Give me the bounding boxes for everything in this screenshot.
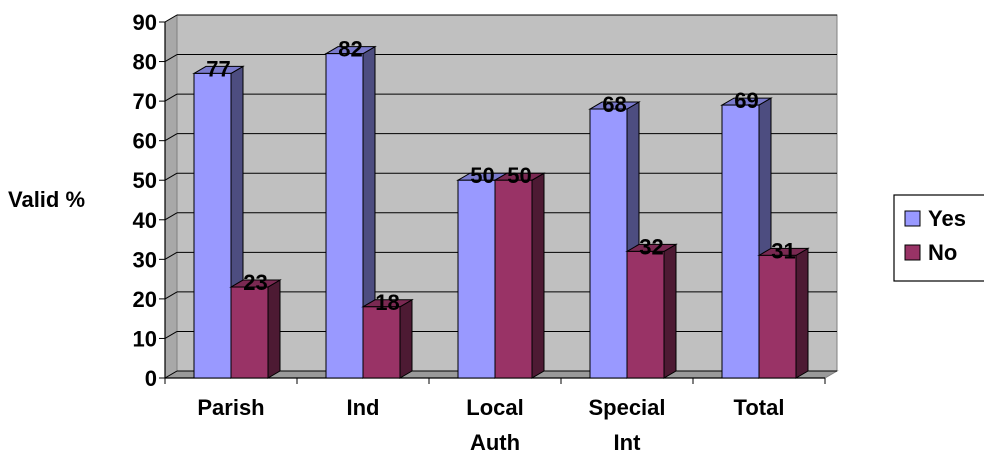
bar-side (267, 279, 281, 379)
y-tick-label: 90 (133, 10, 157, 35)
gridline-side (164, 370, 178, 379)
legend-box (893, 194, 984, 282)
bar-side (663, 243, 677, 379)
data-label: 50 (507, 163, 531, 188)
bar-front (457, 179, 496, 379)
gridline-side (164, 172, 178, 181)
legend-swatch (904, 210, 921, 227)
data-label: 50 (470, 163, 494, 188)
bar-front (325, 53, 364, 379)
y-tick-label: 20 (133, 287, 157, 312)
bar-no (361, 298, 414, 379)
bar-no (229, 279, 282, 379)
x-tick-label: Special Int (588, 395, 665, 455)
x-tick-label: Ind (347, 395, 380, 420)
data-label: 31 (771, 238, 795, 263)
bar-front (758, 254, 797, 379)
y-tick-label: 50 (133, 168, 157, 193)
gridline-side (164, 93, 178, 102)
y-tick-label: 10 (133, 326, 157, 351)
data-label: 32 (639, 234, 663, 259)
legend-label: No (928, 240, 957, 265)
legend-label: Yes (928, 206, 966, 231)
bar-yes (324, 45, 377, 379)
bar-front (721, 104, 760, 379)
data-labels: 77 23 82 18 50 50 68 32 69 31 (206, 37, 795, 315)
data-label: 18 (375, 290, 399, 315)
x-tick-label: Total (734, 395, 785, 420)
bar-no (625, 243, 678, 379)
bar-front (626, 250, 665, 379)
data-label: 82 (338, 37, 362, 62)
bar-yes (720, 97, 773, 379)
legend: Yes No (893, 194, 984, 282)
y-axis-label: Valid % (8, 187, 85, 212)
data-label: 69 (734, 88, 758, 113)
y-tick-label: 40 (133, 208, 157, 233)
y-tick-label: 70 (133, 89, 157, 114)
bar-yes (192, 65, 245, 379)
bars (192, 45, 810, 379)
side-wall (164, 14, 178, 379)
gridline-side (164, 331, 178, 339)
gridline-side (164, 212, 178, 221)
data-label: 68 (602, 92, 626, 117)
data-label: 23 (243, 270, 267, 295)
gridline-side (164, 14, 178, 23)
gridline-side (164, 291, 178, 300)
bar-no (493, 172, 546, 379)
axes: 0 10 20 30 40 50 60 70 80 90 Parish Ind Local Auth Spe… (133, 10, 826, 455)
x-tick-label: Local Auth (466, 395, 523, 455)
bar-side (795, 247, 809, 379)
legend-swatch (904, 244, 921, 261)
bar-front (193, 72, 232, 379)
data-label: 77 (206, 56, 230, 81)
bar-front (362, 306, 401, 379)
gridline-side (164, 54, 178, 62)
y-tick-label: 30 (133, 247, 157, 272)
y-tick-label: 80 (133, 50, 157, 75)
bar-front (494, 179, 533, 379)
bar-front (589, 108, 628, 379)
gridline-side (164, 251, 178, 260)
gridline-side (164, 133, 178, 142)
y-tick-label: 0 (145, 366, 157, 391)
x-tick-label: Parish (197, 395, 264, 420)
bar-front (230, 286, 269, 379)
bar-side (399, 298, 413, 379)
bar-no (757, 247, 810, 379)
bar-side (531, 172, 545, 379)
y-tick-label: 60 (133, 129, 157, 154)
